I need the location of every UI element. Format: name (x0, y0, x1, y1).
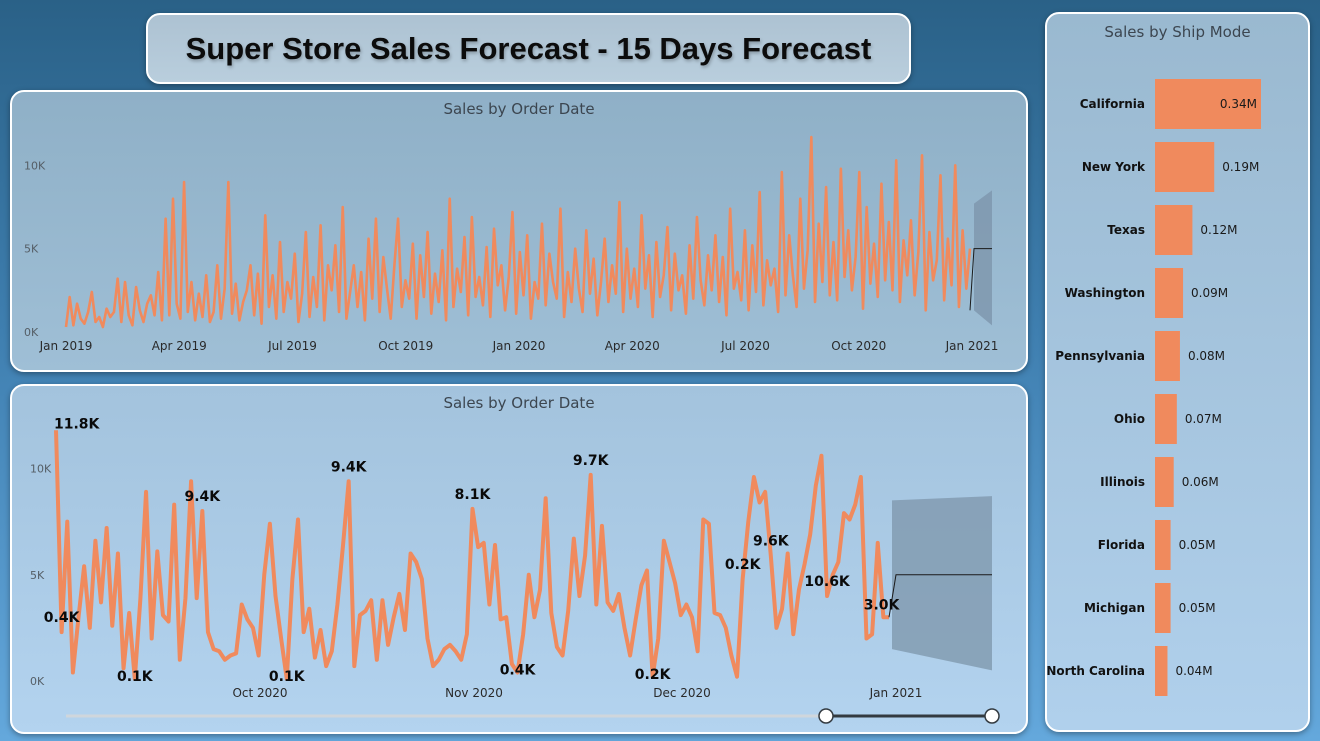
bar-category-label: Florida (1098, 538, 1145, 552)
bar[interactable] (1155, 205, 1193, 255)
bar-value-label: 0.04M (1175, 664, 1212, 678)
bar-value-label: 0.05M (1179, 601, 1216, 615)
bar-value-label: 0.08M (1188, 349, 1225, 363)
data-label: 0.2K (635, 667, 672, 683)
bar[interactable] (1155, 646, 1168, 696)
x-tick-label: Dec 2020 (653, 686, 711, 700)
data-label: 9.7K (573, 453, 610, 469)
chart-title: Sales by Order Date (443, 394, 595, 412)
x-tick-label: Oct 2020 (232, 686, 287, 700)
y-tick-label: 10K (24, 159, 46, 172)
data-label: 0.4K (44, 610, 81, 626)
data-label: 11.8K (54, 416, 101, 432)
forecast-line (969, 248, 992, 311)
x-tick-label: Jan 2019 (39, 339, 93, 353)
data-label: 9.4K (331, 459, 368, 475)
x-tick-label: Apr 2020 (605, 339, 660, 353)
data-label: 0.4K (500, 663, 537, 679)
dashboard-title: Super Store Sales Forecast - 15 Days For… (185, 30, 872, 66)
bar-value-label: 0.12M (1200, 223, 1237, 237)
bar-category-label: California (1080, 97, 1145, 111)
bar-value-label: 0.05M (1179, 538, 1216, 552)
x-tick-label: Jul 2020 (720, 339, 770, 353)
bar-category-label: Washington (1065, 286, 1145, 300)
data-label: 0.2K (725, 557, 762, 573)
bar-category-label: New York (1082, 160, 1146, 174)
dashboard-title-box: Super Store Sales Forecast - 15 Days For… (146, 13, 911, 84)
bar[interactable] (1155, 394, 1177, 444)
sales-zoom-chart: 10K 5K 0K Oct 2020 Nov 2020 Dec 2020 Jan 2021 1… (30, 416, 1000, 724)
chart-title: Sales by Order Date (443, 100, 595, 118)
data-label: 9.4K (185, 489, 222, 505)
x-tick-label: Jan 2021 (869, 686, 923, 700)
sales-by-order-date-zoom-panel: Sales by Order Date 10K 5K 0K Oct 2020 Nov 2… (10, 384, 1028, 734)
x-tick-label: Nov 2020 (445, 686, 503, 700)
data-label: 9.6K (753, 534, 790, 550)
sales-line (64, 135, 972, 329)
y-tick-label: 0K (24, 326, 39, 339)
bar-category-label: Ohio (1114, 412, 1145, 426)
sales-line (54, 430, 889, 681)
bar[interactable] (1155, 268, 1184, 318)
y-tick-label: 5K (30, 569, 45, 582)
forecast-confidence-band (892, 496, 992, 671)
forecast-confidence-band (974, 190, 992, 326)
x-tick-label: Jul 2019 (267, 339, 317, 353)
bar-value-label: 0.07M (1185, 412, 1222, 426)
bar[interactable] (1155, 520, 1171, 570)
slider-handle-end[interactable] (984, 708, 1000, 724)
bar-value-label: 0.19M (1222, 160, 1259, 174)
bar[interactable] (1155, 331, 1180, 381)
y-tick-label: 10K (30, 463, 52, 476)
bar[interactable] (1155, 79, 1261, 129)
x-tick-label: Jan 2020 (492, 339, 546, 353)
data-label: 0.1K (269, 669, 306, 685)
sales-by-ship-mode-panel: Sales by Ship Mode California 0.34M New Yo… (1045, 12, 1310, 732)
bar-value-label: 0.06M (1182, 475, 1219, 489)
x-tick-label: Apr 2019 (152, 339, 207, 353)
x-tick-label: Jan 2021 (945, 339, 999, 353)
ship-mode-bar-chart: California 0.34M New York 0.19M Texas 0.12M Wa… (1047, 79, 1261, 696)
sales-by-order-date-full-panel: Sales by Order Date 10K 5K 0K Jan 2019 Apr 2… (10, 90, 1028, 372)
bar[interactable] (1155, 583, 1171, 633)
bar-category-label: North Carolina (1047, 664, 1145, 678)
bar[interactable] (1155, 457, 1174, 507)
bar-category-label: Michigan (1084, 601, 1145, 615)
slider-handle-start[interactable] (818, 708, 834, 724)
y-tick-label: 0K (30, 675, 45, 688)
bar[interactable] (1155, 142, 1215, 192)
bar-category-label: Illinois (1100, 475, 1145, 489)
x-tick-label: Oct 2020 (831, 339, 886, 353)
data-label: 3.0K (864, 597, 901, 613)
bar-value-label: 0.09M (1191, 286, 1228, 300)
x-tick-label: Oct 2019 (378, 339, 433, 353)
y-tick-label: 5K (24, 243, 39, 256)
data-label: 0.1K (117, 669, 154, 685)
bar-category-label: Pennsylvania (1055, 349, 1145, 363)
chart-title: Sales by Ship Mode (1104, 23, 1251, 41)
data-label: 10.6K (804, 574, 851, 590)
data-label: 8.1K (455, 487, 492, 503)
bar-value-label: 0.34M (1220, 97, 1257, 111)
forecast-line (888, 574, 992, 618)
bar-category-label: Texas (1107, 223, 1145, 237)
